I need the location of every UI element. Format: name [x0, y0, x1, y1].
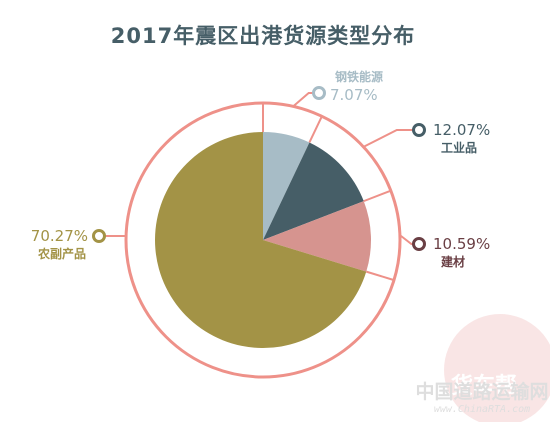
watermark-url: www.ChinaRTA.com — [434, 404, 530, 415]
slice-boundary-line — [363, 189, 392, 203]
slice-name-label: 农副产品 — [37, 246, 86, 261]
label-connector — [292, 92, 313, 108]
label-connector — [363, 129, 413, 148]
slice-boundary-line — [365, 270, 395, 282]
pie-slice — [263, 201, 371, 272]
label-connector — [399, 234, 413, 245]
slice-percent-label: 10.59% — [433, 235, 490, 253]
slice-labels: 7.07% 钢铁能源 12.07%工业品 10.59%建材 70.27%农副产品 — [31, 69, 490, 269]
slice-name-label: 钢铁能源 — [335, 69, 383, 84]
slice-percent-label: 12.07% — [433, 121, 490, 139]
label-dot — [412, 237, 426, 251]
slice-name-label: 建材 — [440, 254, 465, 269]
watermark-site-name: 中国道路运输网 — [415, 380, 548, 403]
watermark-logo: 货车帮 — [451, 373, 517, 399]
pie-slices — [155, 132, 371, 348]
pie-slice — [263, 132, 310, 240]
pie-slice — [155, 132, 367, 348]
chart-title: 2017年震区出港货源类型分布 — [111, 24, 415, 48]
pie-slice — [263, 142, 364, 240]
slice-percent-label: 70.27% — [31, 227, 88, 245]
watermark: 货车帮 中国道路运输网 www.ChinaRTA.com — [415, 314, 550, 422]
label-dot — [412, 123, 426, 137]
slice-percent-label: 7.07% — [330, 86, 378, 104]
label-dot — [92, 229, 106, 243]
slice-boundary-line — [308, 115, 323, 143]
slice-name-label: 工业品 — [441, 140, 477, 155]
label-dot — [312, 86, 326, 100]
watermark-logo-circle — [444, 314, 550, 422]
